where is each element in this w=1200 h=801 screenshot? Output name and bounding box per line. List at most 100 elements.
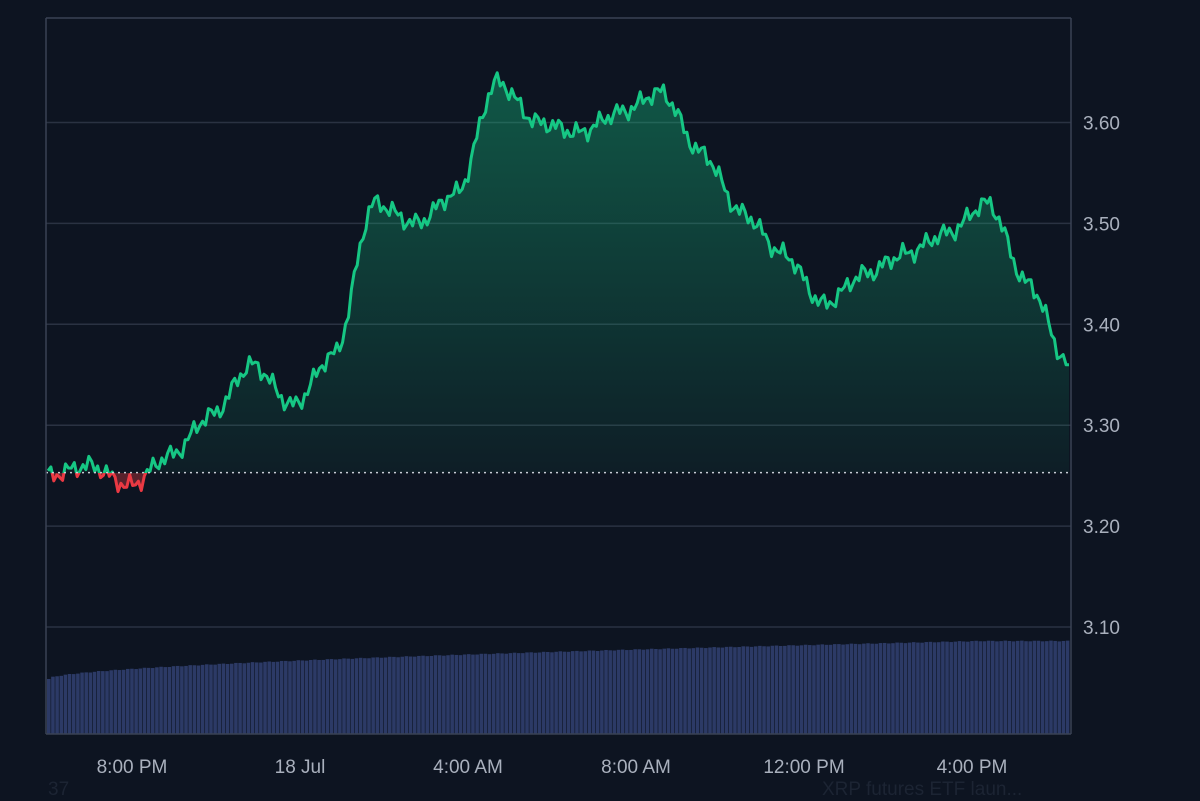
volume-bar — [970, 641, 974, 734]
volume-bar — [238, 662, 242, 734]
volume-bar — [629, 649, 633, 734]
volume-bar — [891, 643, 895, 734]
volume-bar — [371, 657, 375, 734]
volume-bar — [450, 654, 454, 734]
x-tick-label: 12:00 PM — [763, 757, 844, 778]
volume-bar — [47, 679, 51, 734]
volume-bar — [641, 649, 646, 734]
volume-bar — [546, 651, 550, 734]
volume-bar — [957, 641, 962, 734]
volume-bar — [870, 643, 874, 734]
volume-bar — [388, 656, 392, 734]
volume-bar — [778, 646, 783, 734]
volume-bar — [175, 665, 180, 734]
volume-bar — [853, 643, 858, 734]
volume-bar — [126, 668, 130, 734]
volume-bar — [342, 658, 346, 734]
volume-bar — [88, 672, 93, 734]
volume-bar — [916, 642, 920, 734]
volume-bar — [375, 657, 380, 734]
volume-bar — [583, 651, 588, 734]
volume-bar — [142, 667, 147, 734]
volume-bar — [945, 641, 949, 734]
price-area-down — [52, 473, 146, 492]
volume-bar — [512, 652, 517, 734]
volume-bar — [541, 651, 546, 734]
volume-bar — [953, 641, 958, 734]
volume-bar — [1057, 641, 1062, 734]
volume-bar — [383, 657, 388, 734]
volume-bar — [333, 659, 338, 734]
volume-bar — [645, 649, 650, 734]
volume-bar — [1003, 640, 1008, 734]
volume-bar — [654, 648, 658, 734]
volume-bar — [986, 640, 991, 734]
volume-bar — [658, 649, 662, 734]
volume-bar — [275, 661, 280, 734]
volume-bar — [999, 641, 1003, 734]
volume-bar — [417, 655, 421, 734]
volume-bar — [533, 652, 538, 734]
volume-bar — [471, 654, 475, 734]
volume-bar — [1061, 640, 1066, 734]
volume-bar — [1045, 641, 1049, 734]
volume-bar — [982, 641, 987, 734]
volume-bar — [442, 655, 446, 734]
volume-bar — [167, 666, 172, 734]
volume-bar — [625, 650, 629, 734]
volume-bar — [924, 642, 929, 734]
volume-bar — [130, 668, 134, 734]
volume-bar — [816, 644, 820, 734]
volume-bar — [562, 651, 567, 734]
volume-bar — [96, 671, 101, 734]
volume-bar — [845, 644, 849, 734]
volume-bar — [1065, 640, 1070, 734]
volume-bar — [412, 656, 417, 734]
volume-bar — [808, 645, 812, 734]
price-line — [46, 71, 1070, 494]
volume-bar — [604, 649, 608, 734]
news-headline-link[interactable]: XRP futures ETF laun... — [822, 779, 1023, 800]
volume-bar — [712, 647, 716, 734]
volume-bar — [608, 650, 612, 734]
x-tick-label: 8:00 PM — [97, 757, 168, 778]
volume-bar — [579, 651, 583, 734]
volume-bar — [117, 670, 122, 734]
y-axis: 3.10 3.20 3.30 3.40 3.50 3.60 — [1083, 114, 1120, 640]
volume-bar — [687, 648, 691, 734]
volume-bar — [699, 647, 704, 734]
volume-bar — [105, 671, 109, 734]
volume-bar — [662, 648, 667, 734]
volume-bar — [358, 657, 363, 734]
volume-bar — [857, 644, 862, 734]
volume-bar — [200, 664, 205, 734]
volume-bar — [467, 654, 471, 734]
volume-bar — [928, 641, 933, 734]
volume-bar — [620, 649, 625, 734]
volume-bar — [134, 669, 138, 734]
volume-bar — [724, 646, 729, 734]
volume-bar — [874, 643, 879, 734]
volume-bar — [229, 663, 234, 734]
volume-bar — [496, 653, 500, 734]
volume-bar — [51, 676, 55, 734]
volume-bar — [704, 648, 708, 734]
volume-bar — [521, 653, 525, 734]
volume-bar — [766, 646, 770, 734]
volume-bar — [812, 645, 816, 734]
volume-bar — [308, 659, 313, 734]
volume-bar — [841, 644, 845, 734]
volume-bar — [683, 647, 687, 734]
volume-bar — [695, 647, 700, 734]
volume-bar — [791, 645, 795, 734]
volume-bar — [213, 664, 217, 734]
volume-bar — [824, 644, 829, 734]
volume-bar — [961, 641, 966, 734]
volume-bar — [587, 650, 592, 734]
volume-bar — [288, 661, 292, 734]
volume-bar — [911, 642, 916, 734]
volume-bar — [633, 649, 637, 734]
volume-bar — [462, 654, 467, 734]
volume-bar — [483, 653, 488, 734]
